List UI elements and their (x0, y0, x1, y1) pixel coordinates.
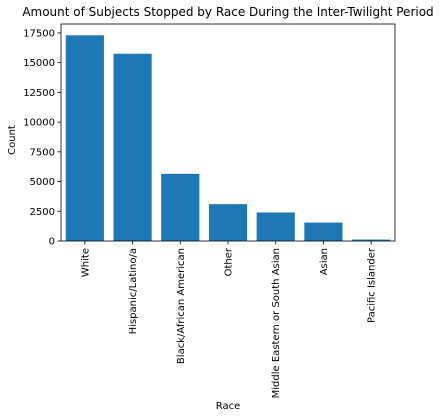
plot-frame (60, 23, 396, 242)
y-tick-label-3: 7500 (30, 147, 55, 158)
x-tick-label-5: Asian (319, 248, 330, 275)
bar-0 (65, 35, 104, 241)
chart-title: Amount of Subjects Stopped by Race Durin… (22, 5, 433, 19)
x-tick-label-0: White (80, 248, 91, 277)
y-tick-label-0: 0 (49, 237, 55, 248)
y-axis-label: Count (7, 125, 18, 155)
y-tick-label-1: 2500 (30, 207, 55, 218)
x-tick-label-2: Black/African American (176, 248, 187, 364)
x-tick-label-6: Pacific Islander (367, 247, 378, 323)
x-tick-label-1: Hispanic/Latino/a (128, 248, 139, 334)
y-tick-label-7: 17500 (23, 28, 55, 39)
y-tick-label-5: 12500 (23, 88, 55, 99)
bar-1 (113, 53, 152, 242)
x-axis-ticks: White Hispanic/Latino/a Black/African Amer… (80, 241, 378, 398)
bar-5 (304, 222, 343, 241)
y-axis-ticks: 0 2500 5000 7500 10000 12500 15000 17500 (23, 28, 61, 248)
bar-6 (352, 239, 391, 241)
bar-4 (256, 212, 295, 241)
bars-group (65, 35, 391, 242)
x-axis-label: Race (216, 401, 241, 412)
x-tick-label-3: Other (224, 247, 235, 276)
y-tick-label-6: 15000 (23, 58, 55, 69)
y-tick-label-4: 10000 (23, 118, 55, 129)
bar-3 (208, 204, 248, 241)
x-tick-label-4: Middle Eastern or South Asian (271, 248, 282, 398)
bar-2 (161, 173, 200, 241)
y-tick-label-2: 5000 (30, 177, 55, 188)
